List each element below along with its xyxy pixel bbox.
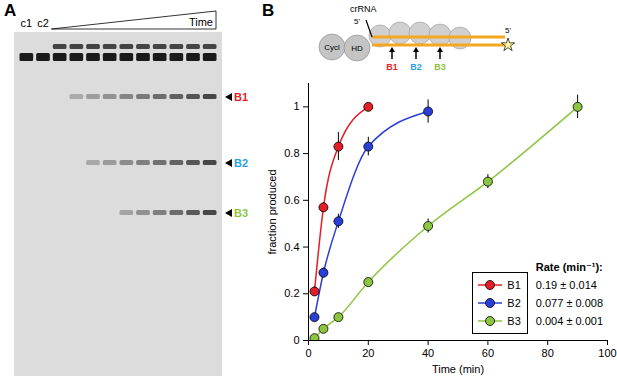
svg-text:0.6: 0.6 [284, 194, 299, 206]
html-text:Rate (min⁻¹):: Rate (min⁻¹): [535, 260, 603, 273]
svg-text:5': 5' [354, 17, 360, 26]
svg-text:Time: Time [189, 16, 213, 28]
svg-text:80: 80 [542, 347, 554, 359]
svg-text:crRNA: crRNA [350, 4, 377, 14]
svg-text:B: B [262, 1, 274, 20]
html-text:0.004 ± 0.001: 0.004 ± 0.001 [535, 315, 603, 327]
svg-text:100: 100 [598, 347, 616, 359]
svg-text:Time (min): Time (min) [432, 363, 484, 375]
svg-text:5': 5' [505, 26, 511, 35]
html-text:0.19 ± 0.014: 0.19 ± 0.014 [535, 279, 597, 291]
svg-text:1: 1 [293, 100, 299, 112]
svg-text:B1: B1 [386, 62, 398, 72]
svg-text:40: 40 [422, 347, 434, 359]
svg-text:Cycl: Cycl [324, 43, 340, 52]
svg-text:0.8: 0.8 [284, 147, 299, 159]
svg-text:B1: B1 [234, 91, 248, 103]
svg-text:B3: B3 [234, 207, 248, 219]
svg-text:0.2: 0.2 [284, 287, 299, 299]
svg-text:0: 0 [293, 334, 299, 346]
svg-text:20: 20 [362, 347, 374, 359]
html-text:B3: B3 [507, 315, 521, 327]
svg-text:B3: B3 [434, 62, 446, 72]
svg-text:A: A [4, 1, 16, 20]
html-text:0.077 ± 0.008: 0.077 ± 0.008 [535, 297, 603, 309]
svg-text:60: 60 [482, 347, 494, 359]
svg-text:c2: c2 [37, 17, 49, 29]
svg-text:c1: c1 [21, 17, 33, 29]
svg-text:0.4: 0.4 [284, 241, 299, 253]
svg-text:B2: B2 [410, 62, 422, 72]
svg-text:fraction produced: fraction produced [266, 170, 278, 255]
svg-text:0: 0 [305, 347, 311, 359]
svg-text:HD: HD [351, 44, 363, 53]
html-text:B2: B2 [507, 297, 521, 309]
html-text:B1: B1 [507, 279, 521, 291]
svg-text:B2: B2 [234, 157, 248, 169]
